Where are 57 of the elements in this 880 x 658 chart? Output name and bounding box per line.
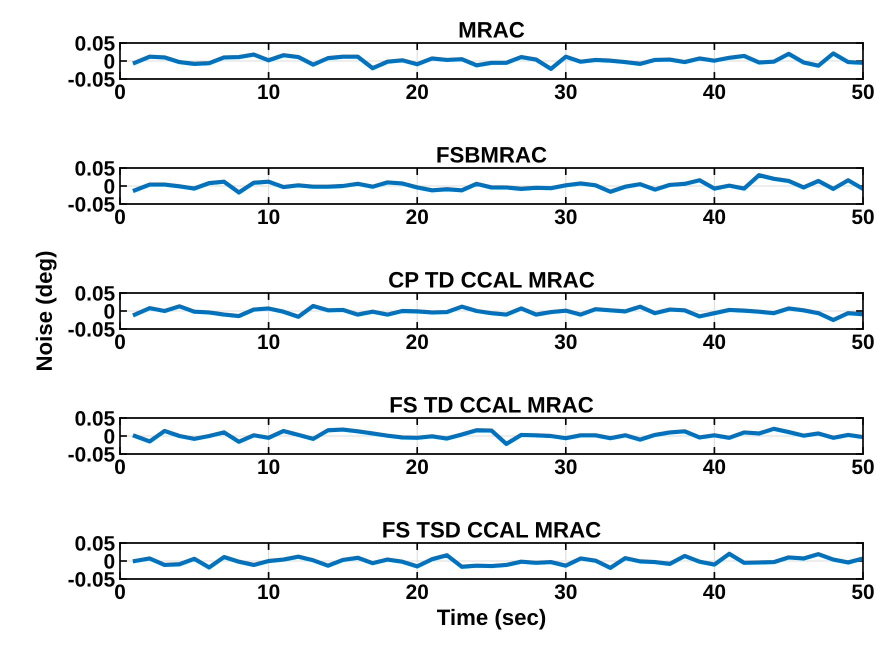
x-tick-label: 50 [852, 459, 874, 474]
y-tick-label: 0 [104, 429, 114, 444]
x-tick-label: 0 [115, 84, 125, 100]
x-tick-label: 50 [852, 209, 874, 224]
chart-title: FS TD CCAL MRAC [390, 396, 594, 413]
line-series [132, 173, 863, 195]
y-tick-label: 0.05 [75, 411, 115, 426]
x-tick-label: 0 [115, 459, 125, 474]
x-tick-label: 10 [258, 209, 280, 224]
x-tick-label: 40 [703, 209, 726, 224]
y-tick-label: 0 [104, 179, 114, 194]
x-tick-label: 50 [852, 84, 874, 100]
y-tick-label: 0 [104, 304, 114, 319]
y-tick-label: -0.05 [68, 572, 115, 587]
x-tick-label: 10 [258, 84, 280, 100]
x-tick-label: 40 [703, 84, 726, 100]
y-tick-label: 0.05 [75, 161, 115, 176]
x-tick-label: 50 [852, 334, 874, 350]
x-tick-label: 30 [554, 334, 577, 350]
x-tick-label: 40 [703, 584, 726, 600]
y-tick-label: 0 [104, 54, 114, 69]
line-series [132, 552, 863, 570]
x-tick-label: 50 [852, 584, 874, 600]
line-series [132, 304, 863, 322]
chart-title: FSBMRAC [437, 146, 546, 163]
x-tick-label: 20 [406, 209, 428, 224]
x-tick-label: 20 [406, 334, 428, 350]
x-tick-label: 40 [703, 334, 726, 350]
x-tick-label: 30 [554, 459, 577, 474]
x-tick-label: 30 [554, 209, 577, 224]
y-tick-label: 0.05 [75, 36, 115, 51]
x-tick-label: 10 [258, 334, 280, 350]
y-tick-label: -0.05 [68, 322, 115, 337]
line-series [132, 51, 863, 72]
y-tick-label: 0.05 [75, 286, 115, 301]
x-tick-label: 20 [406, 584, 428, 600]
y-tick-label: -0.05 [68, 197, 115, 212]
y-tick-label: -0.05 [68, 72, 115, 87]
x-tick-label: 0 [115, 209, 125, 224]
y-axis-title: Noise (deg) [36, 252, 57, 370]
x-tick-label: 40 [703, 459, 726, 474]
x-tick-label: 0 [115, 584, 125, 600]
x-axis-title: Time (sec) [436, 608, 546, 630]
chart-title: FS TSD CCAL MRAC [383, 522, 601, 538]
x-tick-label: 20 [406, 459, 428, 474]
x-tick-label: 0 [115, 334, 125, 350]
chart-title: MRAC [460, 22, 524, 38]
x-tick-label: 10 [258, 459, 280, 474]
x-tick-label: 10 [258, 584, 280, 600]
y-tick-label: -0.05 [68, 447, 115, 462]
chart-title: CP TD CCAL MRAC [389, 272, 594, 288]
x-tick-label: 30 [554, 584, 577, 600]
x-tick-label: 30 [554, 84, 577, 100]
x-tick-label: 20 [406, 84, 428, 100]
line-series [132, 426, 863, 446]
y-tick-label: 0 [104, 554, 114, 569]
y-tick-label: 0.05 [75, 536, 115, 551]
